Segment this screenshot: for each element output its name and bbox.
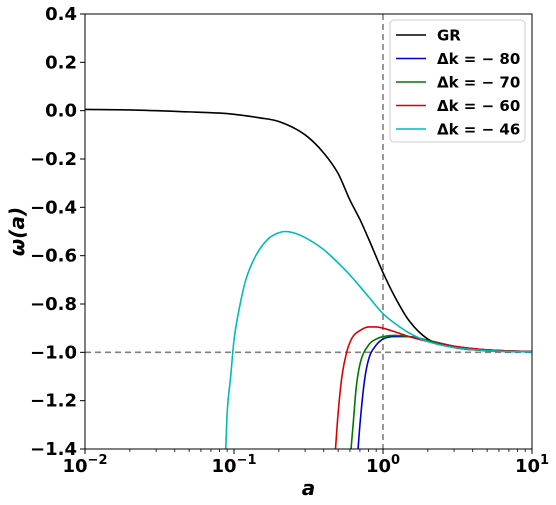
x-axis-ticks: 10−2 10−1 100 101 (62, 449, 549, 477)
legend-label: GR (437, 27, 461, 45)
x-tick-label: 100 (366, 453, 400, 477)
series-line-1 (357, 335, 532, 449)
legend-label: Δk = − 70 (437, 74, 520, 92)
y-tick-label: 0.0 (45, 101, 77, 122)
legend-box (389, 19, 526, 143)
legend-label: Δk = − 46 (437, 121, 520, 139)
legend-label: Δk = − 80 (437, 50, 520, 68)
series-line-3 (334, 326, 532, 449)
y-axis-label: ω(a) (5, 207, 29, 256)
y-tick-label: −0.8 (30, 294, 77, 315)
y-axis-ticks: 0.4 0.2 0.0 −0.2 −0.4 −0.6 −0.8 −1.0 −1.2 −1.4 (30, 4, 85, 460)
x-tick-label: 10−1 (211, 453, 256, 477)
x-tick-label: 10−2 (62, 453, 107, 477)
legend-label: Δk = − 60 (437, 97, 520, 115)
series-line-0 (85, 108, 532, 353)
y-tick-label: −1.2 (30, 391, 77, 412)
y-tick-label: −1.0 (30, 342, 77, 363)
y-tick-label: −0.4 (30, 197, 77, 218)
reference-lines (85, 14, 532, 449)
series-line-4 (224, 230, 532, 449)
y-tick-label: 0.4 (45, 4, 77, 25)
y-tick-label: −1.4 (30, 439, 77, 460)
x-axis-label: a (302, 476, 316, 500)
series-lines (85, 108, 532, 449)
y-tick-label: −0.2 (30, 149, 77, 170)
y-tick-label: 0.2 (45, 52, 77, 73)
y-tick-label: −0.6 (30, 246, 77, 267)
legend: GR Δk = − 80 Δk = − 70 Δk = − 60 Δk = − 46 (389, 19, 526, 143)
plot-frame (84, 13, 533, 450)
x-tick-label: 101 (515, 453, 549, 477)
